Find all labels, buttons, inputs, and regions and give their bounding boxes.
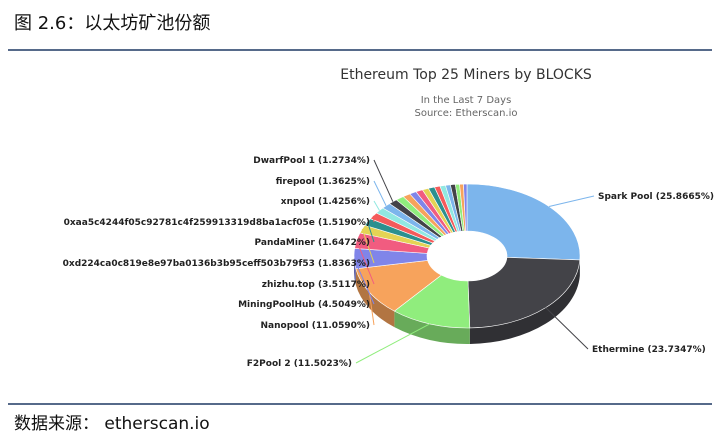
leader-line [548,195,595,207]
leader-line [356,240,375,285]
label-value: (1.2734%) [318,156,370,166]
data-label: Spark Pool (25.8665%) [598,192,714,202]
label-name: Ethermine [592,345,644,355]
label-name: MiningPoolHub [238,300,315,310]
leader-line [373,180,387,206]
slice [467,257,581,329]
label-value: (4.5049%) [318,300,370,310]
data-label: PandaMiner (1.6472%) [255,238,370,248]
label-value: (1.5190%) [318,218,370,228]
leader-line [368,292,375,326]
label-value: (11.5023%) [294,359,352,369]
label-value: (25.8665%) [656,192,714,202]
labels: Spark Pool (25.8665%) Ethermine (23.7347%… [63,156,714,369]
data-label: DwarfPool 1 (1.2734%) [253,156,370,166]
label-name: F2Pool 2 [247,359,291,369]
slices [353,183,581,329]
label-name: PandaMiner [255,238,316,248]
label-value: (3.5117%) [318,280,370,290]
label-value: (1.4256%) [318,197,370,207]
data-label: F2Pool 2 (11.5023%) [247,359,352,369]
data-label: 0xaa5c4244f05c92781c4f259913319d8ba1acf0… [64,218,370,228]
data-label: zhizhu.top (3.5117%) [262,280,370,290]
label-value: (1.6472%) [318,238,370,248]
data-label: Ethermine (23.7347%) [592,345,706,355]
slice-side [469,259,580,344]
slice [463,183,468,232]
leader-line [353,258,375,305]
footer-source: 数据来源： etherscan.io [14,414,210,434]
label-name: xnpool [281,197,315,207]
leader-line [373,159,394,202]
leader-line [545,307,589,350]
label-value: (11.0590%) [312,321,370,331]
label-value: (23.7347%) [648,345,706,355]
chart-subtitle: In the Last 7 Days [421,95,512,106]
slice [466,183,581,261]
label-name: firepool [276,177,315,187]
data-label: MiningPoolHub (4.5049%) [238,300,370,310]
data-label: firepool (1.3625%) [276,177,370,187]
leader-line [355,323,430,364]
leader-line [361,228,375,264]
chart-source: Source: Etherscan.io [415,108,518,119]
label-name: 0xd224ca0c819e8e97ba0136b3b95ceff503b79f… [63,259,315,269]
leader-line [366,221,375,243]
figure-title: 图 2.6：以太坊矿池份额 [14,13,210,34]
label-name: Spark Pool [598,192,653,202]
chart-title: Ethereum Top 25 Miners by BLOCKS [340,67,592,83]
label-name: zhizhu.top [262,280,316,290]
data-label: 0xd224ca0c819e8e97ba0136b3b95ceff503b79f… [63,259,370,269]
data-label: Nanopool (11.0590%) [261,321,370,331]
label-name: Nanopool [261,321,309,331]
leader-line [373,200,380,211]
data-label: xnpool (1.4256%) [281,197,370,207]
label-value: (1.8363%) [318,259,370,269]
hole [427,231,507,281]
leader-line [372,215,375,223]
label-value: (1.3625%) [318,177,370,187]
label-name: 0xaa5c4244f05c92781c4f259913319d8ba1acf0… [64,218,315,228]
label-name: DwarfPool 1 [253,156,315,166]
